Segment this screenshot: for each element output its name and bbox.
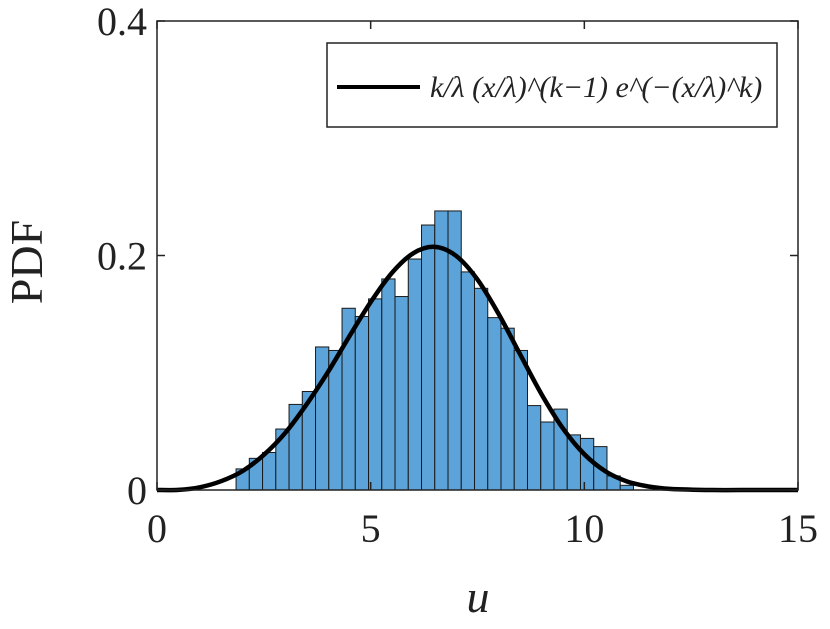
x-axis-label: u: [467, 571, 490, 622]
histogram-bar: [381, 278, 396, 491]
x-tick-label: 0: [147, 506, 167, 551]
y-tick-label: 0: [127, 468, 147, 513]
histogram-bar: [500, 327, 515, 491]
histogram-bar: [368, 298, 383, 491]
plot-marks: [156, 210, 798, 493]
histogram-bar: [434, 210, 449, 491]
histogram-bar: [513, 349, 528, 491]
histogram-bar: [474, 287, 489, 491]
y-tick-label: 0.2: [97, 234, 147, 279]
histogram-bar: [487, 317, 502, 491]
x-tick-label: 5: [361, 506, 381, 551]
histogram-bar: [407, 258, 423, 491]
histogram-bar: [460, 271, 476, 491]
histogram-bar: [262, 451, 277, 491]
histogram-bar: [354, 315, 370, 491]
x-tick-label: 10: [564, 506, 604, 551]
y-axis-label: PDF: [1, 220, 52, 304]
x-tick-label: 15: [778, 506, 818, 551]
histogram-bar: [315, 346, 330, 491]
histogram-bar: [394, 296, 409, 491]
legend-label: k/λ (x/λ)^(k−1) e^(−(x/λ)^k): [430, 71, 762, 104]
histogram-bar: [540, 421, 555, 491]
histogram-bar: [421, 224, 436, 491]
histogram-bar: [526, 405, 542, 491]
histogram-bar: [579, 437, 595, 491]
y-tick-label: 0.4: [97, 0, 147, 44]
curve: [156, 244, 798, 493]
